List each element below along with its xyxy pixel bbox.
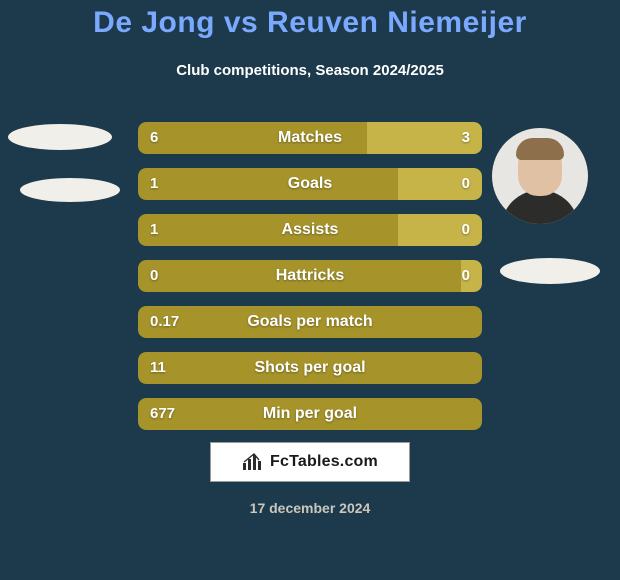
- fctables-logo: FcTables.com: [210, 442, 410, 482]
- stat-value-left: 1: [138, 214, 170, 246]
- stat-value-left: 6: [138, 122, 170, 154]
- stat-row: 11Shots per goal: [138, 352, 482, 384]
- stat-row: 63Matches: [138, 122, 482, 154]
- decorative-ellipse: [20, 178, 120, 202]
- stat-bars: 63Matches10Goals10Assists00Hattricks0.17…: [138, 122, 482, 444]
- stat-row: 10Goals: [138, 168, 482, 200]
- stat-value-right: 3: [450, 122, 482, 154]
- stat-value-left: 0.17: [138, 306, 191, 338]
- stat-value-right: 0: [450, 168, 482, 200]
- stat-bar-full: [138, 352, 482, 384]
- decorative-ellipse: [8, 124, 112, 150]
- bar-chart-icon: [242, 453, 264, 471]
- stat-row: 0.17Goals per match: [138, 306, 482, 338]
- stat-value-left: 0: [138, 260, 170, 292]
- stat-row: 10Assists: [138, 214, 482, 246]
- page-title: De Jong vs Reuven Niemeijer: [0, 6, 620, 40]
- stat-bar-full: [138, 398, 482, 430]
- stat-value-left: 1: [138, 168, 170, 200]
- comparison-canvas: De Jong vs Reuven Niemeijer Club competi…: [0, 0, 620, 580]
- snapshot-date: 17 december 2024: [0, 500, 620, 516]
- stat-value-left: 677: [138, 398, 187, 430]
- page-subtitle: Club competitions, Season 2024/2025: [0, 62, 620, 79]
- stat-bar-left: [138, 122, 367, 154]
- stat-bar-left: [138, 260, 461, 292]
- logo-text: FcTables.com: [270, 453, 378, 471]
- stat-row: 677Min per goal: [138, 398, 482, 430]
- stat-row: 00Hattricks: [138, 260, 482, 292]
- stat-value-right: 0: [450, 214, 482, 246]
- stat-bar-left: [138, 214, 398, 246]
- decorative-ellipse: [500, 258, 600, 284]
- stat-value-right: 0: [450, 260, 482, 292]
- stat-value-left: 11: [138, 352, 178, 384]
- player-right-avatar: [492, 128, 588, 224]
- stat-bar-left: [138, 168, 398, 200]
